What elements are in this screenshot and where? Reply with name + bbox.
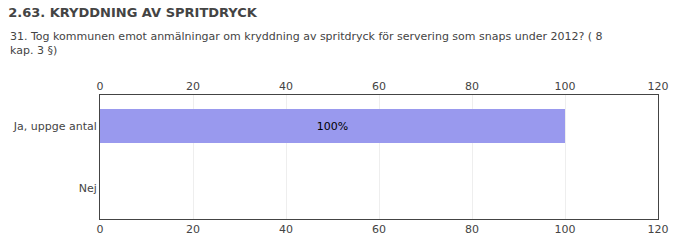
svg-text:60: 60 [372,80,386,93]
svg-text:100: 100 [555,80,576,93]
svg-text:20: 20 [186,223,200,236]
svg-text:20: 20 [186,80,200,93]
svg-text:31. Tog kommunen emot anmälnin: 31. Tog kommunen emot anmälningar om kry… [10,30,603,57]
svg-text:80: 80 [465,223,479,236]
svg-text:60: 60 [372,223,386,236]
svg-text:120: 120 [648,80,669,93]
svg-text:2.63. KRYDDNING AV SPRITDRYCK: 2.63. KRYDDNING AV SPRITDRYCK [8,5,258,20]
svg-text:40: 40 [279,223,293,236]
svg-text:120: 120 [648,223,669,236]
svg-text:Ja, uppge antal: Ja, uppge antal [13,120,97,133]
svg-text:Nej: Nej [79,182,97,195]
svg-text:0: 0 [97,80,104,93]
svg-text:100%: 100% [317,120,348,133]
svg-text:40: 40 [279,80,293,93]
svg-text:80: 80 [465,80,479,93]
svg-text:0: 0 [97,223,104,236]
svg-text:100: 100 [555,223,576,236]
